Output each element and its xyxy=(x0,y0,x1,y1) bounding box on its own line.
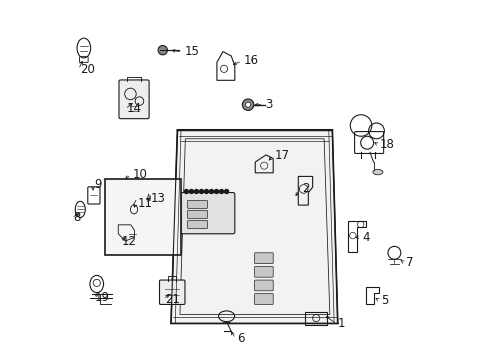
Circle shape xyxy=(194,189,198,193)
Circle shape xyxy=(209,189,213,193)
Text: 13: 13 xyxy=(150,192,165,205)
Text: 8: 8 xyxy=(73,211,81,224)
Circle shape xyxy=(189,189,193,193)
FancyBboxPatch shape xyxy=(159,280,184,305)
Text: 2: 2 xyxy=(301,183,309,195)
Text: 10: 10 xyxy=(132,168,147,181)
FancyBboxPatch shape xyxy=(254,280,273,291)
Text: 19: 19 xyxy=(94,291,109,304)
Circle shape xyxy=(199,189,203,193)
Text: 17: 17 xyxy=(274,149,289,162)
FancyBboxPatch shape xyxy=(187,201,207,208)
Text: 3: 3 xyxy=(265,98,272,111)
Ellipse shape xyxy=(372,170,382,175)
Text: 21: 21 xyxy=(164,293,180,306)
Text: 4: 4 xyxy=(362,231,369,244)
Circle shape xyxy=(204,189,208,193)
Polygon shape xyxy=(171,130,337,323)
FancyBboxPatch shape xyxy=(254,253,273,264)
Text: 20: 20 xyxy=(80,63,95,76)
Text: 5: 5 xyxy=(380,294,387,307)
FancyBboxPatch shape xyxy=(187,221,207,228)
Circle shape xyxy=(242,99,253,111)
Circle shape xyxy=(219,189,223,193)
Circle shape xyxy=(184,189,188,193)
FancyBboxPatch shape xyxy=(187,211,207,219)
Text: 15: 15 xyxy=(184,45,199,58)
FancyBboxPatch shape xyxy=(119,80,149,119)
Circle shape xyxy=(224,189,228,193)
FancyBboxPatch shape xyxy=(254,266,273,277)
Text: 12: 12 xyxy=(122,235,137,248)
Circle shape xyxy=(245,102,250,107)
FancyBboxPatch shape xyxy=(254,294,273,305)
Text: 6: 6 xyxy=(237,332,244,345)
FancyBboxPatch shape xyxy=(181,193,234,234)
FancyBboxPatch shape xyxy=(105,179,180,255)
Text: 9: 9 xyxy=(94,178,102,191)
Text: 18: 18 xyxy=(379,138,394,151)
Circle shape xyxy=(158,45,167,55)
Text: 11: 11 xyxy=(137,197,152,210)
Text: 14: 14 xyxy=(126,103,142,116)
Text: 7: 7 xyxy=(405,256,412,269)
Text: 16: 16 xyxy=(244,54,258,67)
Circle shape xyxy=(214,189,218,193)
Text: 1: 1 xyxy=(337,317,345,330)
